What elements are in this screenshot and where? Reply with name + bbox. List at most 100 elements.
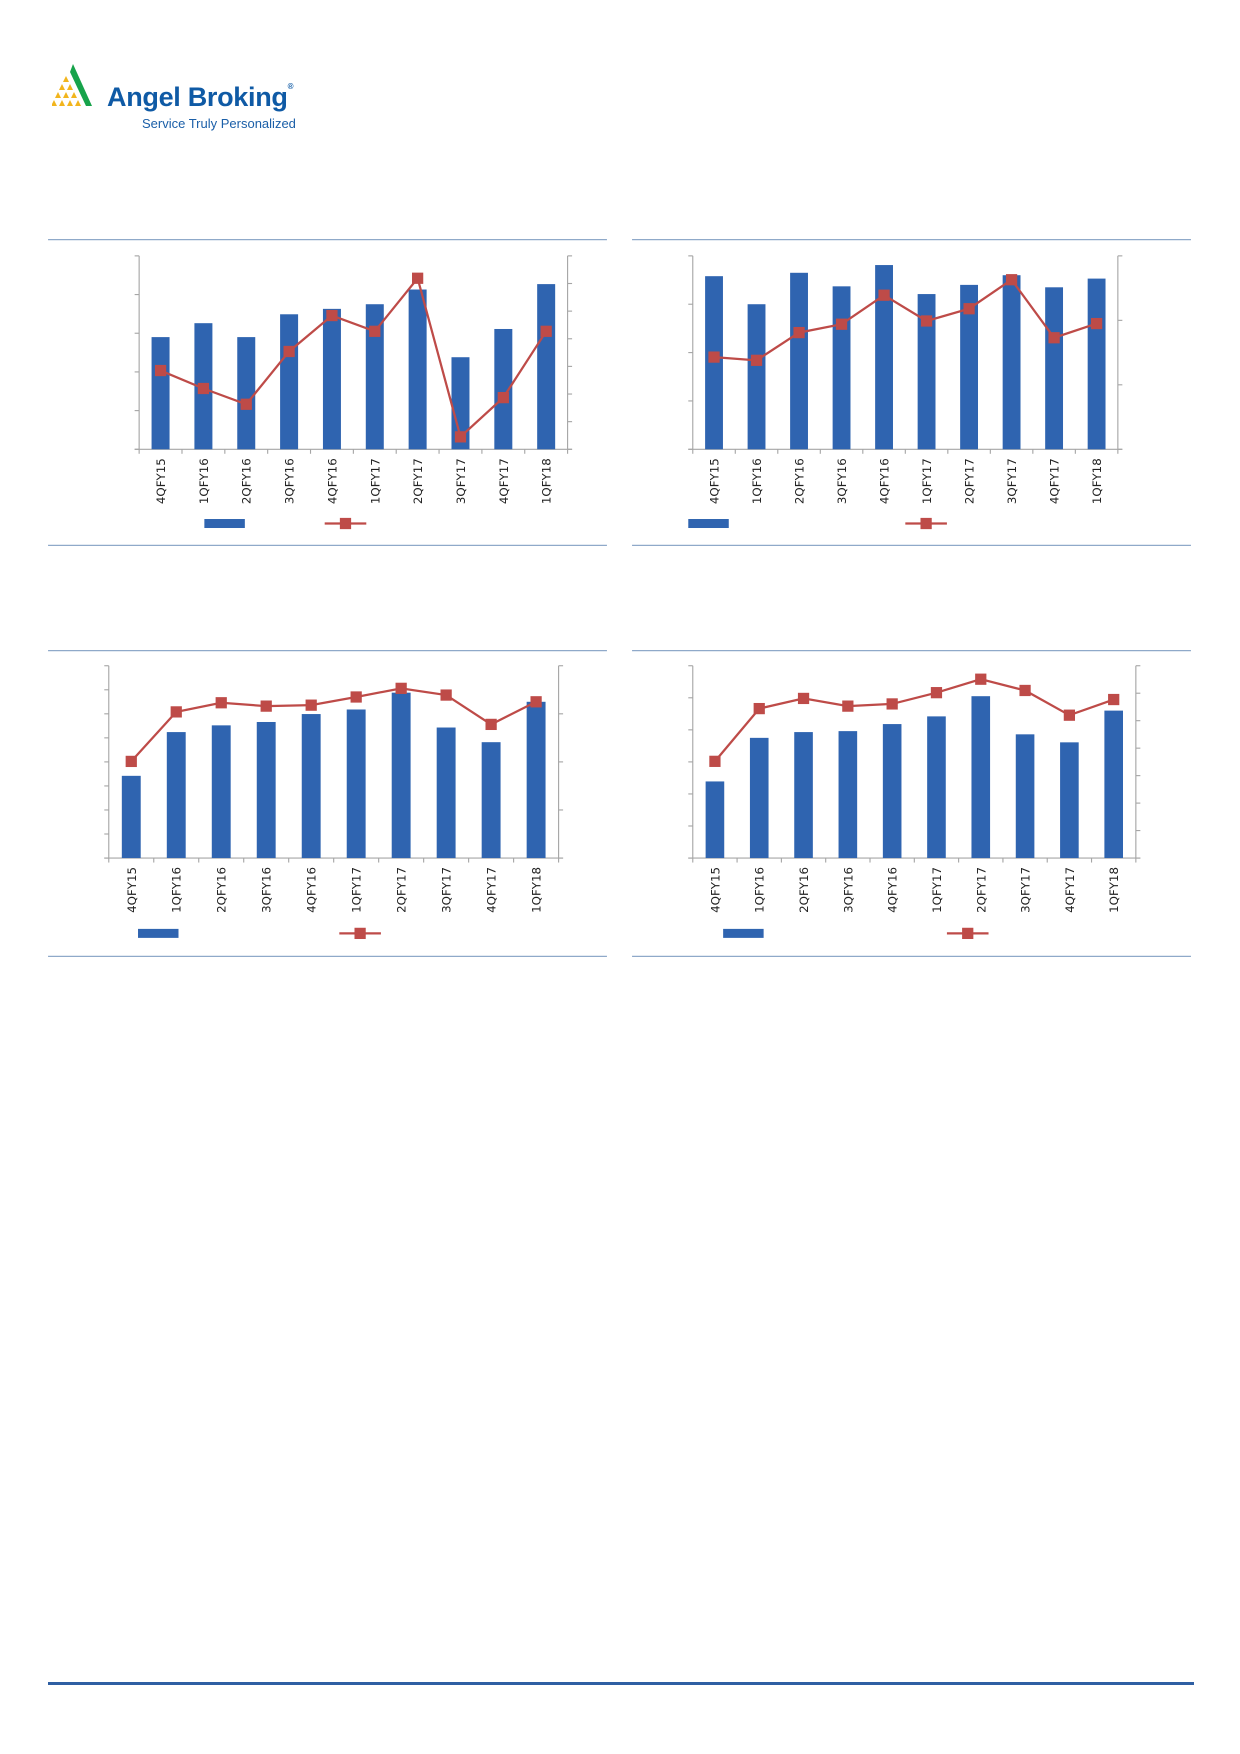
line-point-4QFY16 [886,698,898,710]
bar-1QFY17 [346,709,366,859]
x-tick-label: 1QFY18 [540,458,554,504]
line-point-1QFY18 [530,696,542,708]
bar-4QFY17 [494,328,513,450]
bar-4QFY16 [875,265,893,450]
bar-2QFY16 [790,272,808,450]
line-point-4QFY15 [709,755,721,767]
x-tick-label: 4QFY15 [154,458,168,504]
line-point-1QFY18 [1108,693,1120,706]
x-tick-label: 4QFY15 [708,867,722,913]
chart-4-svg: 4QFY15 1QFY16 2QFY16 3QFY16 4QFY16 1QFY17 2QFY… [632,650,1191,957]
chart-4: 4QFY15 1QFY16 2QFY16 3QFY16 4QFY16 1QFY17 2QFY… [632,650,1191,957]
bar-4QFY17 [481,742,501,859]
chart-1: 4QFY15 1QFY16 2QFY16 3QFY16 4QFY16 1QFY17 2QFY… [48,239,607,546]
line-series [130,687,537,763]
x-tick-label: 1QFY17 [920,458,934,504]
x-tick-label: 2QFY17 [963,458,977,504]
line-point-1QFY16 [753,702,765,715]
x-tick-label: 4QFY17 [1063,867,1077,913]
line-point-3QFY17 [454,431,467,443]
line-point-4QFY15 [125,755,137,768]
bar-3QFY17 [1015,734,1035,859]
line-point-4QFY16 [326,309,338,322]
x-tick-label: 1QFY16 [197,458,211,504]
line-point-2QFY17 [963,303,975,315]
line-point-2QFY16 [215,697,227,709]
bar-2QFY17 [391,692,411,859]
bar-3QFY17 [436,727,456,859]
x-tick-label: 4QFY16 [878,458,892,504]
x-tick-label: 4QFY16 [886,867,900,913]
line-point-2QFY17 [975,673,987,685]
bar-3QFY17 [451,357,470,450]
x-tick-label: 1QFY16 [750,458,764,504]
line-point-4QFY17 [497,391,509,404]
line-point-1QFY16 [197,382,210,395]
logo-tagline: Service Truly Personalized [142,116,296,131]
line-point-1QFY17 [350,691,362,703]
bar-4QFY16 [301,714,321,859]
bar-2QFY17 [971,696,991,859]
line-point-3QFY17 [440,689,452,701]
line-point-3QFY16 [835,318,848,330]
legend-line-marker [962,927,974,940]
x-tick-label: 4QFY16 [305,867,319,913]
bar-3QFY17 [1002,275,1021,450]
x-tick-label: 1QFY16 [753,867,767,913]
line-point-1QFY17 [369,325,381,337]
line-point-1QFY17 [930,687,943,699]
line-point-2QFY17 [395,682,407,694]
x-tick-label: 4QFY15 [708,458,722,504]
line-point-1QFY16 [750,354,763,366]
line-point-1QFY18 [540,325,552,337]
chart-3-svg: 4QFY15 1QFY16 2QFY16 3QFY16 4QFY16 1QFY17 2QFY… [48,650,607,957]
x-tick-label: 3QFY17 [454,458,468,504]
logo-name: Angel Broking® [107,82,294,112]
angel-broking-logo: Angel Broking® Service Truly Personalize… [52,64,312,136]
bar-1QFY16 [749,737,769,859]
line-point-3QFY17 [1005,274,1018,286]
x-tick-label: 2QFY17 [974,867,988,913]
x-tick-label: 3QFY16 [283,458,297,504]
x-tick-label: 3QFY16 [835,458,849,504]
x-tick-label: 3QFY16 [841,867,855,913]
bar-1QFY18 [526,701,546,859]
bar-4QFY15 [151,337,170,450]
bar-1QFY17 [365,304,384,450]
bar-2QFY16 [211,725,231,859]
bar-4QFY15 [705,781,725,859]
bar-4QFY17 [1060,742,1079,859]
line-point-4QFY17 [1063,709,1076,721]
bar-1QFY16 [747,304,766,450]
bar-4QFY17 [1045,287,1064,450]
bar-1QFY17 [917,294,936,450]
line-point-2QFY16 [793,326,805,339]
bar-2QFY16 [237,337,256,450]
x-tick-label: 1QFY17 [350,867,364,913]
line-point-4QFY16 [305,699,317,711]
chart-3: 4QFY15 1QFY16 2QFY16 3QFY16 4QFY16 1QFY17 2QFY… [48,650,607,957]
bar-3QFY16 [832,286,851,450]
line-series [714,678,1115,763]
bar-2QFY16 [794,732,813,859]
line-point-2QFY17 [412,272,424,284]
bar-1QFY18 [1104,710,1123,859]
legend-bar-swatch [723,928,764,938]
x-tick-label: 4QFY17 [497,458,511,504]
bar-4QFY16 [322,308,341,450]
x-tick-label: 2QFY17 [395,867,409,913]
line-point-4QFY17 [1048,332,1060,344]
x-tick-label: 1QFY16 [170,867,184,913]
x-tick-label: 3QFY17 [1019,867,1033,913]
line-point-3QFY17 [1019,684,1031,697]
x-tick-label: 1QFY18 [530,867,544,913]
bar-2QFY17 [408,289,427,450]
legend-bar-swatch [138,928,179,938]
x-tick-label: 2QFY16 [240,458,254,504]
x-tick-label: 1QFY17 [368,458,382,504]
line-point-3QFY16 [260,700,272,712]
x-tick-label: 2QFY16 [793,458,807,504]
chart-2-svg: 4QFY15 1QFY16 2QFY16 3QFY16 4QFY16 1QFY17 2QFY… [632,239,1191,546]
x-tick-label: 4QFY16 [325,458,339,504]
line-point-4QFY16 [878,289,890,301]
